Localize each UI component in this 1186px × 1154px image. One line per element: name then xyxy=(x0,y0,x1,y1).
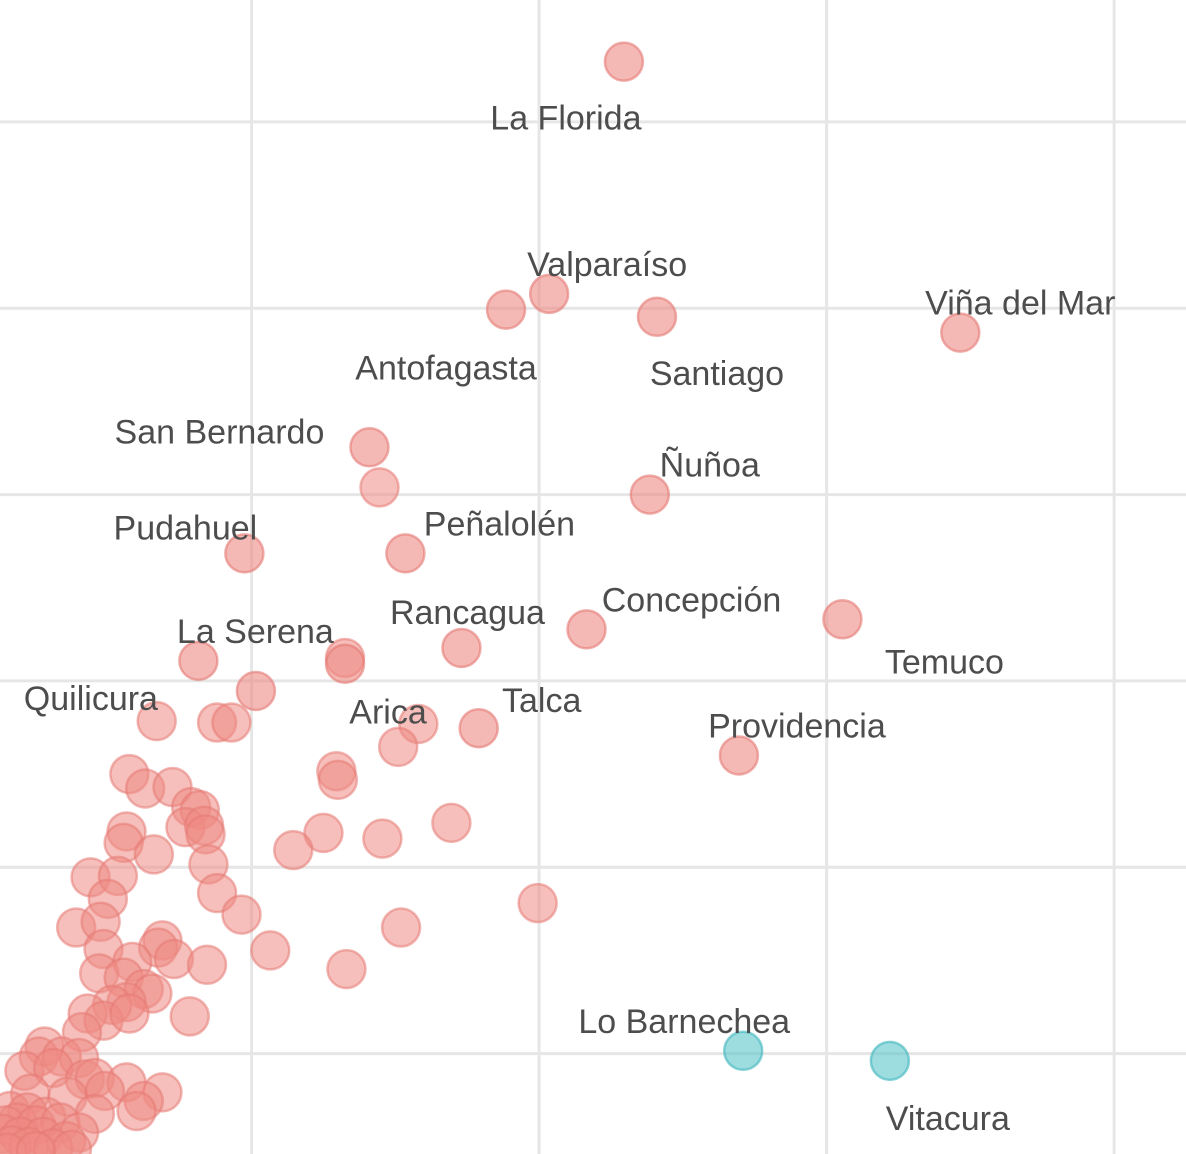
data-point-4 xyxy=(211,702,252,743)
point-valparaiso xyxy=(528,273,570,315)
point-providencia xyxy=(718,735,760,776)
data-point-40 xyxy=(186,944,228,986)
label-penalolen: Peñalolén xyxy=(424,505,575,543)
point-la-florida xyxy=(603,41,645,82)
label-pudahuel: Pudahuel xyxy=(114,509,258,547)
point-antofagasta xyxy=(485,289,527,330)
point-san-bernardo xyxy=(349,427,390,468)
data-point-49 xyxy=(169,996,211,1037)
label-talca: Talca xyxy=(502,682,581,720)
data-point-39 xyxy=(153,938,195,980)
data-point-2 xyxy=(136,700,177,742)
data-point-14 xyxy=(431,802,472,844)
point-penalolen xyxy=(385,533,426,574)
label-santiago: Santiago xyxy=(650,355,784,393)
point-vina-del-mar xyxy=(940,312,981,353)
data-point-86 xyxy=(15,1130,57,1154)
label-quilicura: Quilicura xyxy=(24,680,158,718)
label-rancagua: Rancagua xyxy=(390,594,545,632)
label-valparaiso: Valparaíso xyxy=(527,246,687,284)
data-point-29 xyxy=(517,882,558,924)
label-temuco: Temuco xyxy=(885,643,1004,681)
data-point-23 xyxy=(273,829,314,871)
point-talca xyxy=(458,707,499,749)
labels-layer: La Florida Valparaíso Antofagasta Santiago V… xyxy=(24,100,1116,1138)
point-rancagua xyxy=(441,627,482,669)
data-point-20 xyxy=(303,812,344,854)
data-point-36 xyxy=(250,930,291,971)
label-la-florida: La Florida xyxy=(490,100,641,138)
data-point-51 xyxy=(109,993,150,1034)
label-antofagasta: Antofagasta xyxy=(355,350,537,388)
points-layer xyxy=(0,41,981,1154)
label-vitacura: Vitacura xyxy=(886,1100,1010,1138)
point-quilicura xyxy=(235,670,277,712)
point-concepcion xyxy=(566,609,607,650)
data-point-30 xyxy=(221,894,262,935)
data-point-8 xyxy=(317,759,359,801)
point-arica xyxy=(324,643,366,684)
label-providencia: Providencia xyxy=(708,707,886,745)
data-point-67 xyxy=(116,1090,157,1132)
label-nunoa: Ñuñoa xyxy=(660,447,760,485)
label-arica: Arica xyxy=(349,694,427,732)
point-vitacura xyxy=(869,1040,911,1082)
point-pudahuel xyxy=(224,533,265,574)
label-concepcion: Concepción xyxy=(602,581,782,619)
label-san-bernardo: San Bernardo xyxy=(115,413,325,451)
point-la-serena xyxy=(178,640,219,682)
label-lo-barnechea: Lo Barnechea xyxy=(578,1003,790,1041)
point-temuco xyxy=(822,599,863,640)
point-lo-barnechea xyxy=(722,1030,764,1072)
point-nunoa xyxy=(629,474,671,515)
label-la-serena: La Serena xyxy=(177,613,334,651)
point-santiago xyxy=(636,296,678,338)
data-point-6 xyxy=(377,726,419,768)
data-point-22 xyxy=(133,834,175,875)
label-vina-del-mar: Viña del Mar xyxy=(925,285,1115,323)
data-point-0 xyxy=(359,467,400,508)
data-point-42 xyxy=(326,948,367,990)
data-point-33 xyxy=(380,907,422,948)
data-point-21 xyxy=(362,818,403,859)
